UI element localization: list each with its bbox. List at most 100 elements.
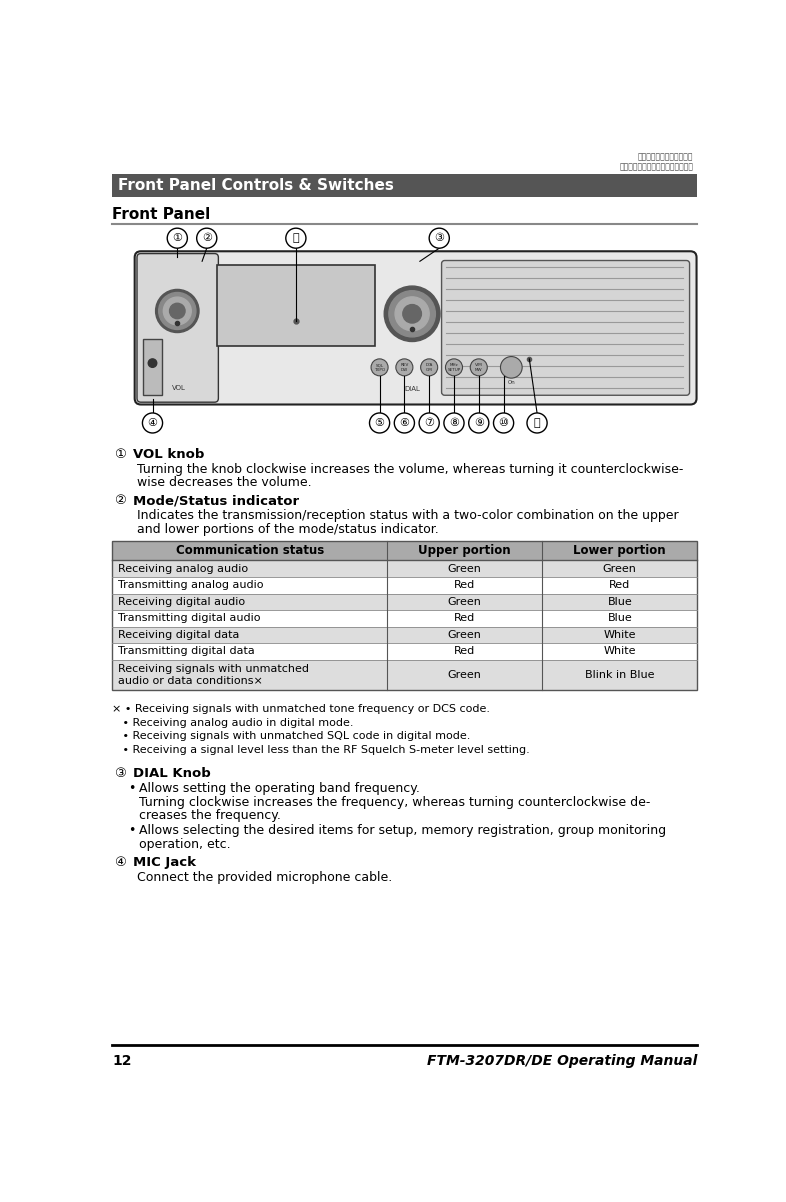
FancyBboxPatch shape	[112, 626, 697, 643]
Circle shape	[286, 228, 306, 248]
Text: and lower portions of the mode/status indicator.: and lower portions of the mode/status in…	[137, 523, 439, 536]
Text: • Receiving analog audio in digital mode.: • Receiving analog audio in digital mode…	[112, 718, 354, 727]
Circle shape	[384, 286, 440, 341]
Text: Communication status: Communication status	[175, 545, 324, 557]
Text: ④: ④	[114, 856, 126, 869]
FancyBboxPatch shape	[112, 643, 697, 660]
Circle shape	[389, 291, 435, 337]
Text: Upper portion: Upper portion	[418, 545, 511, 557]
Text: Red: Red	[609, 581, 630, 590]
Text: Turning the knob clockwise increases the volume, whereas turning it counterclock: Turning the knob clockwise increases the…	[137, 463, 683, 476]
Circle shape	[468, 413, 489, 433]
Circle shape	[371, 359, 388, 376]
Text: Green: Green	[448, 630, 482, 639]
Text: Transmitting digital audio: Transmitting digital audio	[119, 613, 261, 624]
Text: ①: ①	[172, 233, 182, 243]
Text: × • Receiving signals with unmatched tone frequency or DCS code.: × • Receiving signals with unmatched ton…	[112, 704, 490, 714]
Text: フロントパネルの操作と各: フロントパネルの操作と各	[638, 151, 693, 161]
Text: • Receiving a signal level less than the RF Squelch S-meter level setting.: • Receiving a signal level less than the…	[112, 745, 530, 755]
Text: Green: Green	[448, 597, 482, 607]
Text: ⑦: ⑦	[424, 418, 434, 428]
Text: MIC Jack: MIC Jack	[133, 856, 196, 869]
Text: operation, etc.: operation, etc.	[138, 838, 230, 851]
Text: Turning clockwise increases the frequency, whereas turning counterclockwise de-: Turning clockwise increases the frequenc…	[138, 796, 650, 809]
Circle shape	[429, 228, 450, 248]
Circle shape	[494, 413, 513, 433]
Circle shape	[142, 413, 163, 433]
Text: Indicates the transmission/reception status with a two-color combination on the : Indicates the transmission/reception sta…	[137, 510, 678, 522]
Text: 12: 12	[112, 1054, 132, 1069]
Text: ⑤: ⑤	[375, 418, 384, 428]
Text: DIAL Knob: DIAL Knob	[133, 767, 211, 780]
Text: V/M
MW: V/M MW	[475, 363, 483, 371]
Circle shape	[159, 292, 196, 329]
Text: ⑧: ⑧	[449, 418, 459, 428]
Text: 部の機能・スイッチの説明について: 部の機能・スイッチの説明について	[619, 162, 693, 172]
Text: D/A
GM: D/A GM	[425, 363, 433, 371]
Text: Front Panel Controls & Switches: Front Panel Controls & Switches	[118, 178, 394, 192]
Circle shape	[170, 303, 185, 319]
Circle shape	[156, 290, 199, 333]
Text: ①: ①	[114, 447, 126, 460]
Text: VOL: VOL	[172, 385, 185, 391]
Circle shape	[446, 359, 462, 376]
Text: Receiving digital audio: Receiving digital audio	[119, 597, 245, 607]
Text: Mode/Status indicator: Mode/Status indicator	[133, 494, 299, 507]
FancyBboxPatch shape	[112, 541, 697, 560]
FancyBboxPatch shape	[143, 339, 162, 395]
Text: Green: Green	[448, 670, 482, 680]
Text: Front Panel: Front Panel	[112, 208, 211, 222]
Text: ⑥: ⑥	[399, 418, 410, 428]
FancyBboxPatch shape	[112, 611, 697, 626]
Text: MHz
SETUP: MHz SETUP	[447, 363, 461, 371]
Circle shape	[403, 304, 421, 323]
Circle shape	[196, 228, 217, 248]
Text: •: •	[127, 825, 135, 838]
Circle shape	[395, 297, 429, 331]
FancyBboxPatch shape	[112, 577, 697, 594]
Text: Connect the provided microphone cable.: Connect the provided microphone cable.	[137, 871, 392, 883]
Text: ②: ②	[114, 494, 126, 507]
Text: SQL
TXPO: SQL TXPO	[374, 363, 385, 371]
Text: Lower portion: Lower portion	[574, 545, 666, 557]
Text: ⑪: ⑪	[534, 418, 540, 428]
Circle shape	[419, 413, 439, 433]
Text: Transmitting digital data: Transmitting digital data	[119, 647, 255, 656]
Text: •: •	[127, 783, 135, 796]
Circle shape	[369, 413, 390, 433]
Circle shape	[527, 413, 547, 433]
Text: On: On	[508, 380, 515, 385]
Text: ③: ③	[434, 233, 444, 243]
Circle shape	[501, 357, 522, 379]
Text: REV
DW: REV DW	[400, 363, 409, 371]
FancyBboxPatch shape	[112, 560, 697, 577]
FancyBboxPatch shape	[112, 594, 697, 611]
Text: Blue: Blue	[608, 597, 632, 607]
Text: VOL knob: VOL knob	[133, 447, 204, 460]
Text: ②: ②	[202, 233, 211, 243]
Text: Receiving signals with unmatched
audio or data conditions×: Receiving signals with unmatched audio o…	[119, 664, 310, 686]
Text: Red: Red	[454, 581, 476, 590]
Circle shape	[149, 359, 156, 368]
FancyBboxPatch shape	[217, 266, 375, 346]
Text: Red: Red	[454, 647, 476, 656]
Circle shape	[395, 413, 414, 433]
Text: Receiving analog audio: Receiving analog audio	[119, 564, 248, 573]
Text: Transmitting analog audio: Transmitting analog audio	[119, 581, 264, 590]
Circle shape	[421, 359, 438, 376]
Text: ④: ④	[148, 418, 157, 428]
Text: Blue: Blue	[608, 613, 632, 624]
Text: Green: Green	[603, 564, 637, 573]
Text: Red: Red	[454, 613, 476, 624]
Text: Green: Green	[448, 564, 482, 573]
Text: DIAL: DIAL	[404, 386, 420, 392]
Circle shape	[163, 297, 191, 325]
Text: ⑩: ⑩	[498, 418, 509, 428]
Circle shape	[444, 413, 464, 433]
FancyBboxPatch shape	[442, 261, 689, 395]
FancyBboxPatch shape	[137, 254, 219, 403]
FancyBboxPatch shape	[112, 660, 697, 690]
Text: creases the frequency.: creases the frequency.	[138, 809, 281, 822]
Circle shape	[396, 359, 413, 376]
Text: ③: ③	[114, 767, 126, 780]
